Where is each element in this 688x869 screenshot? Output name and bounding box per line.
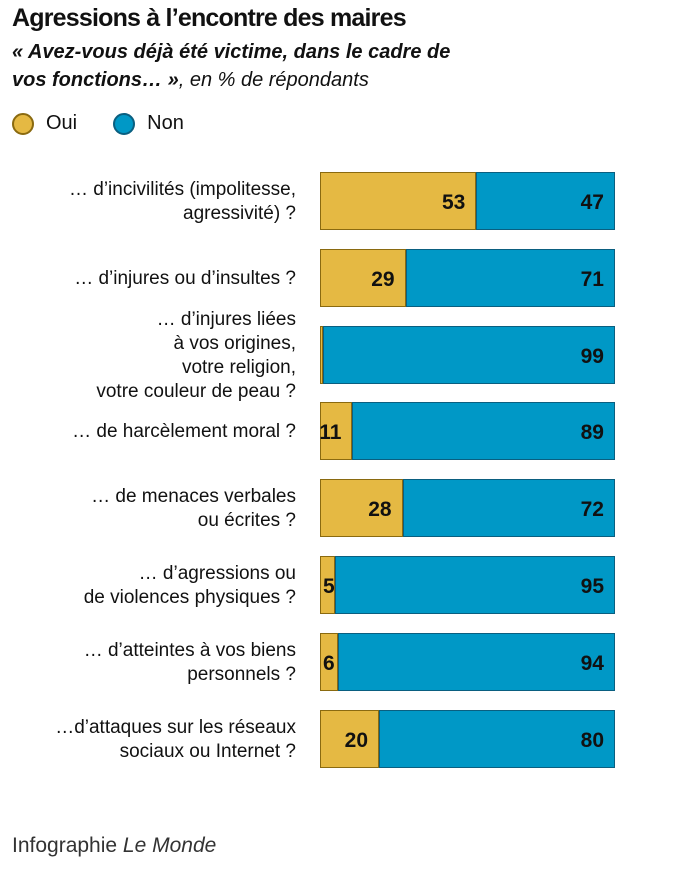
bar-row: … d’agressions ou de violences physiques … — [0, 556, 688, 614]
bar-row: … d’atteintes à vos biens personnels ? 6 94 — [0, 632, 688, 691]
category-label: … de menaces verbales ou écrites ? — [91, 486, 296, 532]
bar-segment-non: 94 — [337, 632, 615, 691]
data-label: 95 — [580, 575, 604, 598]
category-label: … d’injures liées à vos origines, votre re… — [96, 308, 296, 402]
bar-row: … d’injures liées à vos origines, votre re… — [0, 309, 688, 402]
data-label: 47 — [580, 191, 604, 214]
data-label: 29 — [371, 267, 395, 291]
bar-segment-oui: 11 — [319, 402, 353, 461]
stacked-bar: 29 71 — [320, 248, 615, 307]
chart-subtitle: « Avez-vous déjà été victime, dans le ca… — [12, 38, 482, 94]
bar-segment-non: 99 — [322, 325, 615, 384]
bar-segment-non: 71 — [405, 248, 615, 307]
category-label: … d’atteintes à vos biens personnels ? — [83, 639, 296, 685]
legend-item-non: Non — [113, 112, 184, 135]
category-label: … d’agressions ou de violences physiques … — [83, 563, 296, 608]
bar-segment-non: 47 — [476, 172, 615, 230]
stacked-bar: 53 47 — [320, 172, 615, 230]
legend-swatch-non — [113, 112, 136, 135]
data-label: 11 — [319, 421, 342, 445]
credit-prefix: Infographie — [12, 834, 123, 857]
subtitle-unit: , en % de répondants — [178, 69, 369, 91]
stacked-bar: 5 95 — [320, 556, 615, 614]
data-label: 99 — [580, 344, 604, 368]
bar-segment-oui: 53 — [320, 172, 477, 230]
bar-segment-oui: 5 — [320, 556, 335, 614]
stacked-bar: 199 — [320, 325, 615, 384]
bar-row: … de menaces verbales ou écrites ? 28 72 — [0, 479, 688, 538]
chart-title: Agressions à l’encontre des maires — [12, 4, 407, 32]
footer-credit: Infographie Le Monde — [12, 834, 216, 858]
stacked-bar: 6 94 — [320, 632, 615, 691]
legend-item-oui: Oui — [12, 112, 77, 135]
data-label: 6 — [323, 651, 335, 675]
category-label: …d’attaques sur les réseaux sociaux ou In… — [55, 716, 296, 762]
data-label: 53 — [441, 191, 466, 214]
data-label: 28 — [368, 498, 392, 522]
credit-brand: Le Monde — [122, 834, 217, 857]
bar-row: … de harcèlement moral ? 11 89 — [0, 402, 688, 461]
bar-segment-oui: 6 — [320, 632, 338, 691]
data-label: 89 — [580, 421, 604, 445]
bar-segment-oui: 29 — [320, 248, 406, 307]
subtitle-question: « Avez-vous déjà été victime, dans le ca… — [12, 41, 451, 91]
data-label: 94 — [580, 651, 604, 675]
data-label: 20 — [344, 728, 368, 752]
bar-row: …d’attaques sur les réseaux sociaux ou In… — [0, 709, 688, 768]
category-label: … d’incivilités (impolitesse, agressivité… — [68, 179, 296, 224]
stacked-bar: 20 80 — [320, 709, 615, 768]
bar-segment-non: 89 — [352, 402, 615, 461]
legend-label-non: Non — [147, 112, 184, 134]
legend: Oui Non — [12, 112, 220, 135]
data-label: 5 — [323, 575, 335, 598]
bar-segment-oui: 20 — [320, 709, 379, 768]
bar-segment-non: 95 — [334, 556, 615, 614]
bar-row: … d’incivilités (impolitesse, agressivité… — [0, 172, 688, 230]
stacked-bar: 11 89 — [319, 402, 615, 461]
bar-row: … d’injures ou d’insultes ? 29 71 — [0, 248, 688, 307]
legend-swatch-oui — [12, 112, 34, 135]
bar-segment-non: 72 — [402, 479, 615, 538]
data-label: 72 — [580, 498, 604, 522]
bar-segment-oui: 28 — [320, 479, 403, 538]
category-label: … de harcèlement moral ? — [72, 421, 296, 443]
legend-label-oui: Oui — [46, 112, 78, 134]
data-label: 80 — [580, 728, 604, 752]
bar-segment-non: 80 — [379, 709, 615, 768]
stacked-bar: 28 72 — [320, 479, 615, 538]
category-label: … d’injures ou d’insultes ? — [74, 267, 296, 289]
data-label: 71 — [580, 267, 604, 291]
